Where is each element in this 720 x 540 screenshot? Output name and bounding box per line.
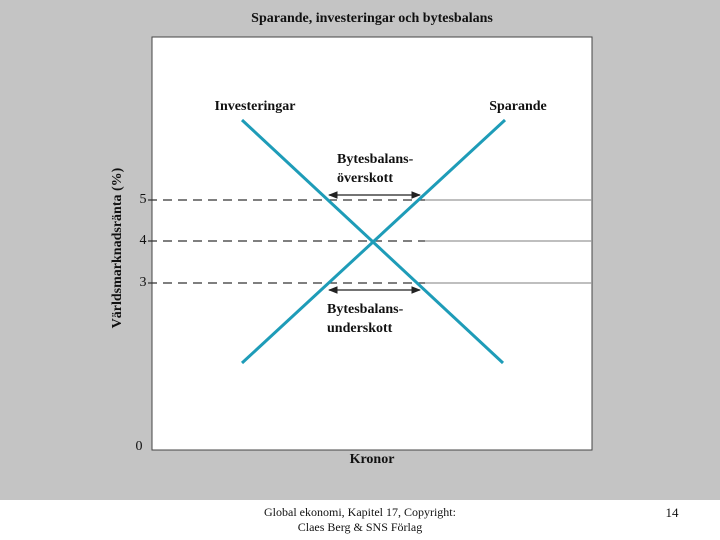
tick-label: 5 <box>140 192 147 207</box>
x-axis-label: Kronor <box>350 452 395 467</box>
line-label: Investeringar <box>215 99 296 114</box>
annotation-text: Bytesbalans- <box>337 152 414 167</box>
tick-label: 4 <box>140 233 147 248</box>
tick-label: 3 <box>140 275 147 290</box>
guide-lines <box>148 199 592 284</box>
annotation-text: Bytesbalans- <box>327 302 404 317</box>
annotation-text: överskott <box>337 171 393 186</box>
footer-text: Global ekonomi, Kapitel 17, Copyright: <box>264 505 456 519</box>
saving-line <box>240 118 507 365</box>
footer-background <box>0 500 720 540</box>
tick-label: 0 <box>136 439 143 454</box>
title: Sparande, investeringar och bytesbalans <box>251 11 493 26</box>
y-axis-label: Världsmarknadsränta (%) <box>110 167 125 328</box>
page-number: 14 <box>666 505 680 520</box>
line-label: Sparande <box>489 99 547 114</box>
annotation-text: underskott <box>327 321 393 336</box>
footer-text: Claes Berg & SNS Förlag <box>298 520 422 534</box>
